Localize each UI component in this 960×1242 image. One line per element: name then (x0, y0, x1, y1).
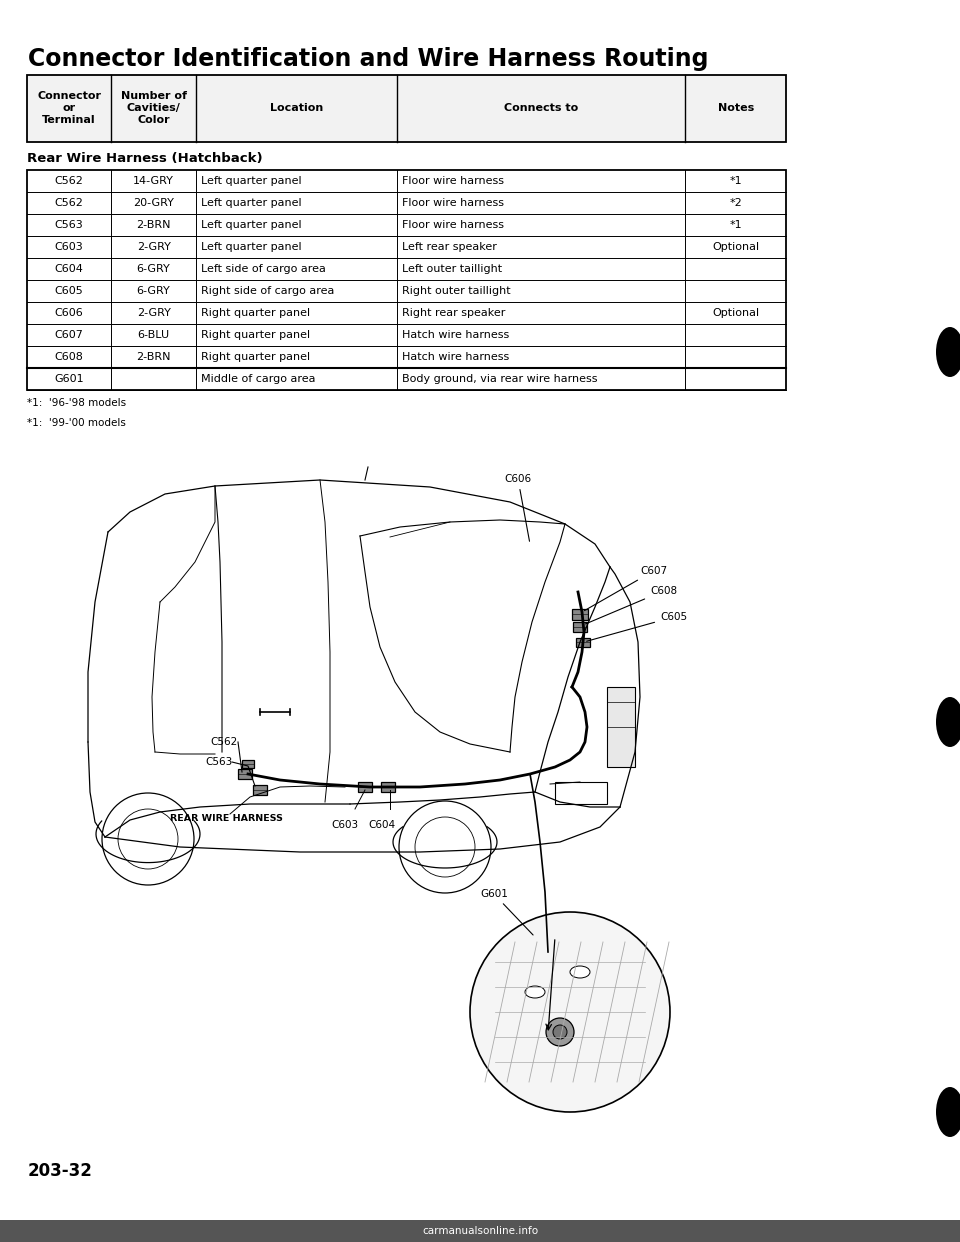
Bar (576, 637, 590, 647)
Text: C562: C562 (210, 737, 237, 746)
Text: Connector Identification and Wire Harness Routing: Connector Identification and Wire Harnes… (28, 47, 708, 71)
Text: Hatch wire harness: Hatch wire harness (402, 330, 510, 340)
Text: C606: C606 (504, 474, 532, 542)
Text: Left quarter panel: Left quarter panel (201, 176, 301, 186)
Text: Right rear speaker: Right rear speaker (402, 308, 506, 318)
Text: Left quarter panel: Left quarter panel (201, 220, 301, 230)
Text: Left side of cargo area: Left side of cargo area (201, 265, 325, 274)
Text: C607: C607 (55, 330, 84, 340)
Text: Right side of cargo area: Right side of cargo area (201, 286, 334, 296)
Text: 6-BLU: 6-BLU (137, 330, 170, 340)
Bar (573, 622, 587, 632)
Text: *2: *2 (730, 199, 742, 209)
Text: C604: C604 (55, 265, 84, 274)
Text: 14-GRY: 14-GRY (133, 176, 174, 186)
Bar (555, 782, 607, 804)
Text: C603: C603 (331, 820, 359, 830)
Bar (242, 760, 254, 768)
Bar (0, 1220, 960, 1242)
Text: G601: G601 (480, 889, 533, 935)
Text: Location: Location (270, 103, 324, 113)
Text: C605: C605 (55, 286, 84, 296)
Text: Floor wire harness: Floor wire harness (402, 220, 504, 230)
Text: Connects to: Connects to (504, 103, 579, 113)
Text: 2-GRY: 2-GRY (136, 242, 171, 252)
Text: *1:  '96-'98 models: *1: '96-'98 models (27, 399, 126, 409)
Text: *1:  '99-'00 models: *1: '99-'00 models (27, 419, 126, 428)
Text: 2-BRN: 2-BRN (136, 353, 171, 363)
Text: 2-BRN: 2-BRN (136, 220, 171, 230)
Ellipse shape (525, 986, 545, 999)
Bar (381, 782, 395, 792)
Text: C563: C563 (205, 758, 232, 768)
Text: Floor wire harness: Floor wire harness (402, 199, 504, 209)
Text: Optional: Optional (712, 308, 759, 318)
Bar (253, 785, 267, 795)
Ellipse shape (570, 966, 590, 977)
Text: C608: C608 (586, 586, 677, 623)
Text: Optional: Optional (712, 242, 759, 252)
Ellipse shape (936, 1087, 960, 1136)
Text: C606: C606 (55, 308, 84, 318)
Ellipse shape (936, 327, 960, 378)
Text: Hatch wire harness: Hatch wire harness (402, 353, 510, 363)
Text: Left quarter panel: Left quarter panel (201, 199, 301, 209)
Text: C563: C563 (55, 220, 84, 230)
Text: C562: C562 (55, 176, 84, 186)
Ellipse shape (936, 697, 960, 746)
Text: carmanualsonline.info: carmanualsonline.info (422, 1226, 538, 1236)
Text: Left rear speaker: Left rear speaker (402, 242, 497, 252)
Bar (358, 782, 372, 792)
Text: C608: C608 (55, 353, 84, 363)
Text: Number of
Cavities/
Color: Number of Cavities/ Color (121, 92, 186, 124)
Text: C605: C605 (587, 612, 687, 641)
Text: Notes: Notes (718, 103, 754, 113)
Text: *1: *1 (730, 220, 742, 230)
Bar (27, 170, 786, 390)
Text: 203-32: 203-32 (28, 1163, 93, 1180)
Text: Left outer taillight: Left outer taillight (402, 265, 503, 274)
Text: 6-GRY: 6-GRY (136, 265, 171, 274)
Text: *1: *1 (730, 176, 742, 186)
Text: REAR WIRE HARNESS: REAR WIRE HARNESS (170, 814, 283, 823)
Text: C607: C607 (585, 566, 667, 611)
Text: Left quarter panel: Left quarter panel (201, 242, 301, 252)
Text: Right quarter panel: Right quarter panel (201, 330, 310, 340)
Text: Connector
or
Terminal: Connector or Terminal (37, 92, 101, 124)
Circle shape (470, 912, 670, 1112)
Circle shape (546, 1018, 574, 1046)
Text: C603: C603 (55, 242, 84, 252)
Bar (607, 687, 635, 768)
Bar (572, 609, 588, 620)
Text: G601: G601 (55, 374, 84, 384)
Text: Rear Wire Harness (Hatchback): Rear Wire Harness (Hatchback) (27, 152, 262, 164)
Text: 2-GRY: 2-GRY (136, 308, 171, 318)
Text: Body ground, via rear wire harness: Body ground, via rear wire harness (402, 374, 598, 384)
Text: Right quarter panel: Right quarter panel (201, 353, 310, 363)
Text: C604: C604 (369, 820, 396, 830)
Text: Floor wire harness: Floor wire harness (402, 176, 504, 186)
Bar (27, 75, 786, 142)
Text: Right outer taillight: Right outer taillight (402, 286, 511, 296)
Text: Right quarter panel: Right quarter panel (201, 308, 310, 318)
Text: Middle of cargo area: Middle of cargo area (201, 374, 315, 384)
Text: C562: C562 (55, 199, 84, 209)
Text: 20-GRY: 20-GRY (133, 199, 174, 209)
Circle shape (553, 1025, 567, 1040)
Text: 6-GRY: 6-GRY (136, 286, 171, 296)
Bar (238, 769, 252, 779)
